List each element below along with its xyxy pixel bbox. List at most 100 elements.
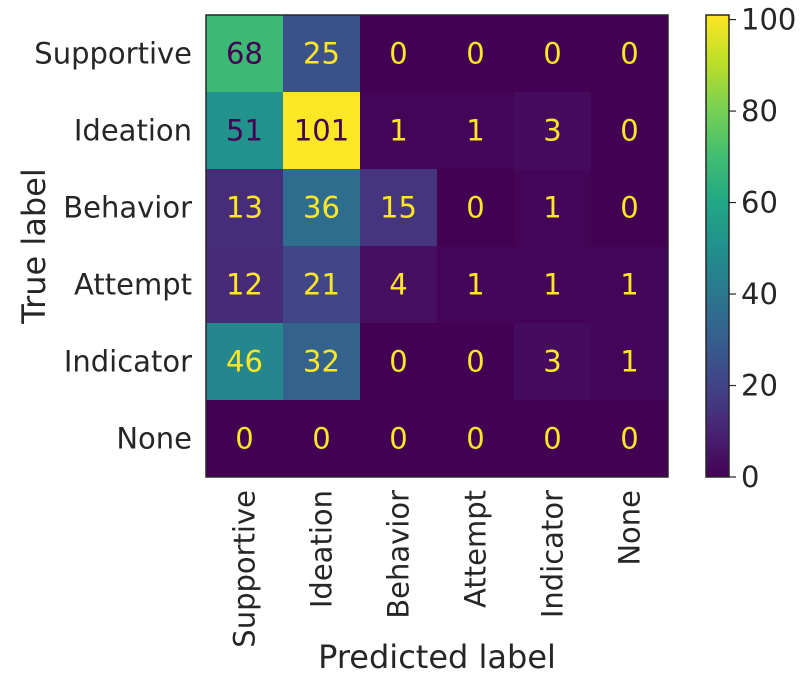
cell-value-label: 3 bbox=[543, 345, 561, 379]
cell-value-label: 0 bbox=[389, 345, 407, 379]
heatmap-cell bbox=[437, 15, 515, 93]
heatmap-cell bbox=[360, 400, 438, 478]
y-tick-label: Ideation bbox=[74, 114, 192, 148]
x-tick-label: None bbox=[613, 490, 647, 566]
x-tick-label: Behavior bbox=[382, 490, 416, 619]
cell-value-label: 1 bbox=[543, 191, 561, 225]
heatmap-cell bbox=[360, 15, 438, 93]
colorbar-tick-label: 80 bbox=[741, 94, 778, 128]
heatmap-cell bbox=[437, 400, 515, 478]
heatmap-cell bbox=[591, 246, 669, 324]
x-tick-label: Ideation bbox=[305, 490, 339, 608]
heatmap-cell bbox=[283, 15, 361, 93]
plot-frame bbox=[205, 14, 669, 478]
cell-value-label: 0 bbox=[620, 191, 638, 225]
y-axis-label: True label bbox=[15, 168, 53, 325]
heatmap-cell bbox=[591, 169, 669, 247]
heatmap-cells bbox=[206, 15, 669, 478]
heatmap-cell bbox=[206, 169, 284, 247]
cell-value-label: 13 bbox=[226, 191, 263, 225]
y-tick-labels: Supportive Ideation Behavior Attempt Indicat… bbox=[34, 37, 192, 456]
cell-value-label: 0 bbox=[312, 422, 330, 456]
cell-value-label: 0 bbox=[543, 37, 561, 71]
heatmap-cell bbox=[283, 169, 361, 247]
cell-value-label: 4 bbox=[389, 268, 407, 302]
cell-value-label: 46 bbox=[226, 345, 263, 379]
cell-value-label: 0 bbox=[620, 37, 638, 71]
heatmap-cell bbox=[206, 323, 284, 401]
heatmap-cell bbox=[514, 246, 592, 324]
cell-value-label: 1 bbox=[543, 268, 561, 302]
cell-value-label: 32 bbox=[303, 345, 340, 379]
y-tick-label: Attempt bbox=[74, 268, 192, 302]
cell-value-label: 0 bbox=[235, 422, 253, 456]
heatmap-cell bbox=[437, 92, 515, 170]
colorbar-tick-label: 60 bbox=[741, 186, 778, 220]
colorbar-tick-labels: 0 20 40 60 80 100 bbox=[729, 3, 796, 494]
colorbar-gradient bbox=[706, 15, 729, 477]
cell-value-label: 15 bbox=[380, 191, 417, 225]
colorbar-tick-label: 100 bbox=[741, 3, 796, 37]
x-tick-labels: Supportive Ideation Behavior Attempt Indicat… bbox=[228, 490, 647, 648]
cell-value-label: 0 bbox=[466, 345, 484, 379]
heatmap-cell bbox=[206, 246, 284, 324]
cell-value-label: 1 bbox=[620, 345, 638, 379]
cell-value-label: 0 bbox=[466, 422, 484, 456]
cell-value-label: 0 bbox=[389, 422, 407, 456]
heatmap-cell bbox=[591, 15, 669, 93]
cell-value-label: 1 bbox=[466, 114, 484, 148]
x-tick-label: Attempt bbox=[459, 490, 493, 608]
cell-value-label: 0 bbox=[620, 422, 638, 456]
heatmap-cell bbox=[360, 92, 438, 170]
heatmap-cell bbox=[283, 92, 361, 170]
y-tick-label: Supportive bbox=[34, 37, 192, 71]
heatmap-cell bbox=[283, 246, 361, 324]
heatmap-cell bbox=[206, 92, 284, 170]
heatmap-cell bbox=[437, 169, 515, 247]
heatmap-cell bbox=[514, 92, 592, 170]
cell-value-label: 3 bbox=[543, 114, 561, 148]
heatmap-cell bbox=[591, 92, 669, 170]
y-tick-label: Behavior bbox=[63, 191, 192, 225]
y-tick-label: None bbox=[116, 422, 192, 456]
heatmap-cell bbox=[360, 169, 438, 247]
heatmap-cell bbox=[514, 323, 592, 401]
colorbar-frame bbox=[705, 14, 730, 478]
colorbar-tick-label: 40 bbox=[741, 277, 778, 311]
heatmap-cell bbox=[514, 15, 592, 93]
cell-value-label: 21 bbox=[303, 268, 340, 302]
x-tick-label: Indicator bbox=[536, 490, 570, 618]
cell-value-label: 0 bbox=[389, 37, 407, 71]
heatmap-cell bbox=[437, 323, 515, 401]
y-tick-label: Indicator bbox=[64, 345, 192, 379]
cell-value-label: 101 bbox=[294, 114, 349, 148]
heatmap-cell bbox=[360, 323, 438, 401]
cell-value-label: 0 bbox=[466, 37, 484, 71]
cell-value-label: 1 bbox=[389, 114, 407, 148]
x-axis-label: Predicted label bbox=[318, 638, 556, 676]
heatmap-cell bbox=[206, 15, 284, 93]
heatmap-cell bbox=[283, 400, 361, 478]
heatmap-cell bbox=[514, 169, 592, 247]
cell-value-label: 1 bbox=[620, 268, 638, 302]
colorbar-tick-label: 20 bbox=[741, 369, 778, 403]
cell-value-label: 51 bbox=[226, 114, 263, 148]
colorbar: 0 20 40 60 80 100 bbox=[705, 3, 796, 494]
cell-value-label: 0 bbox=[543, 422, 561, 456]
heatmap-cell bbox=[360, 246, 438, 324]
heatmap-cell bbox=[591, 400, 669, 478]
heatmap-cell bbox=[514, 400, 592, 478]
heatmap-cell bbox=[206, 400, 284, 478]
cell-value-label: 12 bbox=[226, 268, 263, 302]
cell-value-label: 1 bbox=[466, 268, 484, 302]
cell-value-label: 0 bbox=[620, 114, 638, 148]
heatmap-cell bbox=[283, 323, 361, 401]
x-tick-label: Supportive bbox=[228, 490, 262, 648]
cell-value-label: 68 bbox=[226, 37, 263, 71]
heatmap-value-labels: 68 25 0 0 0 051 101 1 1 3 013 36 15 0 1 012 21 4 1 1 146 32 0 0… bbox=[226, 37, 639, 456]
heatmap-cell bbox=[437, 246, 515, 324]
cell-value-label: 36 bbox=[303, 191, 340, 225]
cell-value-label: 0 bbox=[466, 191, 484, 225]
heatmap-cell bbox=[591, 323, 669, 401]
